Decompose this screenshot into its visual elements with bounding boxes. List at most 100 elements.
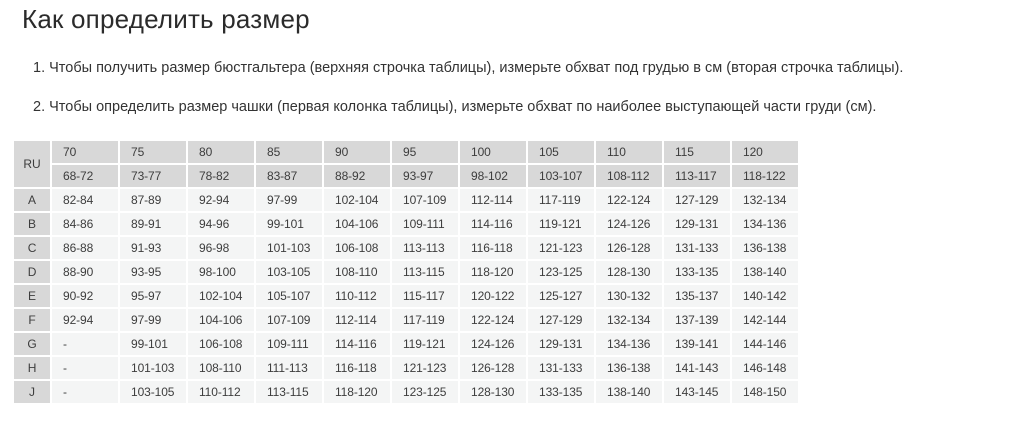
size-cell: 118-120: [324, 380, 390, 403]
size-cell: 84-86: [52, 212, 118, 235]
size-cell: 119-121: [392, 332, 458, 355]
underbust-range-cell: 88-92: [324, 164, 390, 187]
size-cell: 107-109: [256, 308, 322, 331]
size-cell: 103-105: [120, 380, 186, 403]
size-cell: 113-113: [392, 236, 458, 259]
underbust-range-cell: 113-117: [664, 164, 730, 187]
size-cell: 94-96: [188, 212, 254, 235]
size-cell: 136-138: [732, 236, 798, 259]
size-cell: 109-111: [256, 332, 322, 355]
band-size-header: 95: [392, 140, 458, 163]
size-cell: 131-133: [528, 356, 594, 379]
size-cell: 122-124: [596, 188, 662, 211]
cup-row-label: A: [14, 188, 50, 211]
underbust-range-cell: 78-82: [188, 164, 254, 187]
size-cell: -: [52, 332, 118, 355]
cup-row-label: D: [14, 260, 50, 283]
size-cell: 102-104: [324, 188, 390, 211]
size-cell: 122-124: [460, 308, 526, 331]
size-table-body: A 82-84 87-89 92-94 97-99 102-104 107-109 112-1…: [14, 188, 798, 403]
size-cell: 148-150: [732, 380, 798, 403]
cup-row-A: A 82-84 87-89 92-94 97-99 102-104 107-109 112-1…: [14, 188, 798, 211]
size-cell: -: [52, 356, 118, 379]
size-cell: 99-101: [256, 212, 322, 235]
size-cell: 117-119: [392, 308, 458, 331]
size-cell: 130-132: [596, 284, 662, 307]
size-cell: 144-146: [732, 332, 798, 355]
size-table-head: RU 70 75 80 85 90 95 100 105 110 115 120 68-72 73-77 7…: [14, 140, 798, 187]
size-cell: 133-135: [664, 260, 730, 283]
size-cell: 132-134: [596, 308, 662, 331]
cup-row-label: F: [14, 308, 50, 331]
size-cell: 128-130: [596, 260, 662, 283]
size-cell: 101-103: [256, 236, 322, 259]
size-cell: 128-130: [460, 380, 526, 403]
size-cell: 121-123: [392, 356, 458, 379]
size-cell: 86-88: [52, 236, 118, 259]
cup-row-D: D 88-90 93-95 98-100 103-105 108-110 113-115 11…: [14, 260, 798, 283]
band-size-header: 75: [120, 140, 186, 163]
size-cell: 92-94: [188, 188, 254, 211]
size-cell: 124-126: [596, 212, 662, 235]
size-cell: 132-134: [732, 188, 798, 211]
underbust-range-cell: 83-87: [256, 164, 322, 187]
cup-row-label: G: [14, 332, 50, 355]
size-cell: 127-129: [528, 308, 594, 331]
size-cell: 107-109: [392, 188, 458, 211]
band-size-header: 85: [256, 140, 322, 163]
size-cell: 88-90: [52, 260, 118, 283]
cup-row-label: C: [14, 236, 50, 259]
size-cell: 113-115: [256, 380, 322, 403]
size-cell: 117-119: [528, 188, 594, 211]
size-cell: 129-131: [528, 332, 594, 355]
cup-row-F: F 92-94 97-99 104-106 107-109 112-114 117-119 1…: [14, 308, 798, 331]
instructions: 1. Чтобы получить размер бюстгальтера (в…: [33, 60, 1024, 117]
size-cell: 118-120: [460, 260, 526, 283]
cup-row-label: J: [14, 380, 50, 403]
size-cell: 104-106: [324, 212, 390, 235]
underbust-range-cell: 73-77: [120, 164, 186, 187]
instruction-step-2: 2. Чтобы определить размер чашки (первая…: [33, 99, 877, 116]
size-cell: 95-97: [120, 284, 186, 307]
cup-row-G: G -99-101 106-108 109-111 114-116 119-121 124-…: [14, 332, 798, 355]
band-size-header: 120: [732, 140, 798, 163]
size-cell: 89-91: [120, 212, 186, 235]
cup-row-E: E 90-92 95-97 102-104 105-107 110-112 115-117 1…: [14, 284, 798, 307]
cup-row-B: B 84-86 89-91 94-96 99-101 104-106 109-111 114-…: [14, 212, 798, 235]
size-cell: 127-129: [664, 188, 730, 211]
size-cell: 126-128: [460, 356, 526, 379]
size-cell: 138-140: [596, 380, 662, 403]
size-cell: 125-127: [528, 284, 594, 307]
size-cell: 112-114: [324, 308, 390, 331]
size-cell: 126-128: [596, 236, 662, 259]
size-cell: 114-116: [460, 212, 526, 235]
band-size-header: 80: [188, 140, 254, 163]
size-cell: 129-131: [664, 212, 730, 235]
cup-row-label: H: [14, 356, 50, 379]
size-cell: 91-93: [120, 236, 186, 259]
band-size-header: 90: [324, 140, 390, 163]
size-cell: 139-141: [664, 332, 730, 355]
size-cell: 113-115: [392, 260, 458, 283]
size-cell: 143-145: [664, 380, 730, 403]
size-cell: 105-107: [256, 284, 322, 307]
size-cell: 123-125: [528, 260, 594, 283]
size-cell: 106-108: [188, 332, 254, 355]
cup-row-label: B: [14, 212, 50, 235]
size-cell: 116-118: [324, 356, 390, 379]
size-cell: 110-112: [188, 380, 254, 403]
corner-label-ru: RU: [14, 140, 50, 187]
size-cell: 112-114: [460, 188, 526, 211]
size-cell: 121-123: [528, 236, 594, 259]
underbust-range-cell: 108-112: [596, 164, 662, 187]
size-cell: 142-144: [732, 308, 798, 331]
size-cell: 119-121: [528, 212, 594, 235]
size-cell: 102-104: [188, 284, 254, 307]
size-table: RU 70 75 80 85 90 95 100 105 110 115 120 68-72 73-77 7…: [12, 139, 800, 405]
size-cell: 110-112: [324, 284, 390, 307]
size-cell: 92-94: [52, 308, 118, 331]
size-cell: 82-84: [52, 188, 118, 211]
size-cell: 97-99: [120, 308, 186, 331]
underbust-range-cell: 93-97: [392, 164, 458, 187]
size-guide-page: Как определить размер 1. Чтобы получить …: [0, 4, 1024, 429]
